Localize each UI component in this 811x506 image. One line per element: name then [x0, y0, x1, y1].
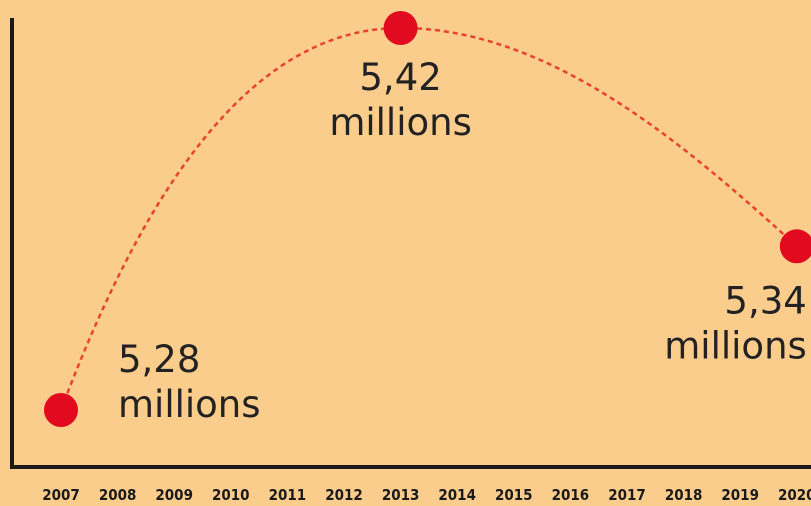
x-tick-label: 2012	[325, 486, 363, 504]
x-tick-label: 2011	[269, 486, 307, 504]
data-label-value: 5,34	[724, 279, 806, 322]
x-tick-label: 2018	[665, 486, 703, 504]
x-tick-labels: 2007 2008 2009 2010 2011 2012 2013 2014 2015 2016…	[42, 486, 811, 504]
data-point-marker	[779, 229, 811, 264]
x-tick-label: 2019	[721, 486, 759, 504]
data-point-marker	[44, 393, 78, 427]
data-label-unit: millions	[118, 383, 261, 426]
x-tick-label: 2007	[42, 486, 80, 504]
data-label-unit: millions	[329, 101, 472, 144]
data-point-marker	[383, 11, 418, 45]
x-tick-label: 2013	[382, 486, 420, 504]
x-tick-label: 2020	[778, 486, 811, 504]
data-label-value: 5,42	[359, 56, 441, 99]
axes	[10, 18, 811, 469]
x-tick-label: 2016	[552, 486, 590, 504]
data-label-value: 5,28	[118, 338, 200, 381]
x-tick-label: 2009	[155, 486, 193, 504]
x-tick-label: 2015	[495, 486, 533, 504]
x-tick-label: 2014	[438, 486, 476, 504]
x-tick-label: 2010	[212, 486, 250, 504]
x-tick-label: 2017	[608, 486, 646, 504]
data-label-unit: millions	[664, 324, 807, 367]
x-tick-label: 2008	[99, 486, 137, 504]
